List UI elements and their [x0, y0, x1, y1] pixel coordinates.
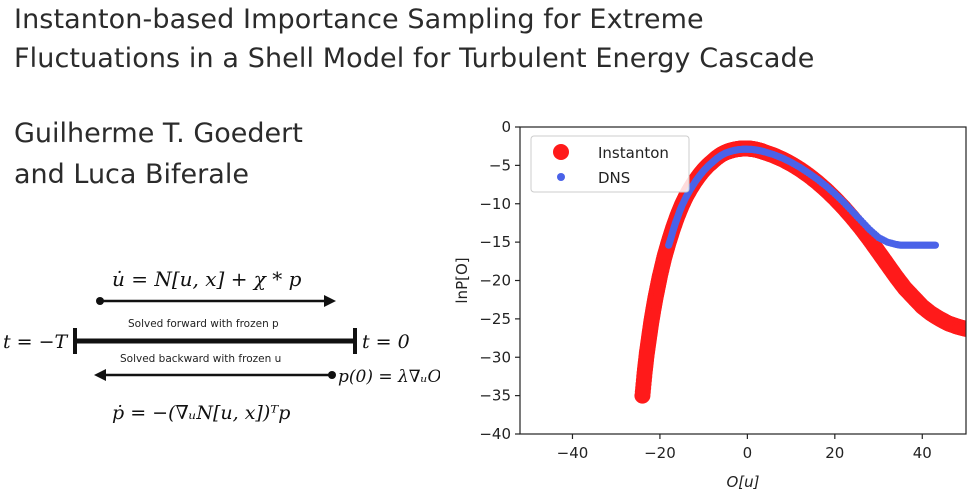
title-line-2: Fluctuations in a Shell Model for Turbul… — [14, 43, 815, 74]
instanton-point — [958, 320, 966, 337]
axes-layer: −40 −20 0 20 40 0 −5 −10 −15 −20 −25 −30 −35 −40 — [479, 118, 967, 462]
instanton-diagram: u̇ = N[u, x] + χ * p Solved forward with… — [3, 267, 440, 424]
paper-title: Instanton-based Importance Sampling for … — [14, 0, 914, 78]
plot-area — [634, 140, 966, 404]
y-tick-label: −20 — [479, 272, 511, 290]
forward-arrow — [96, 295, 336, 307]
x-tick-label: 0 — [743, 444, 753, 462]
series-layer — [634, 140, 966, 404]
backward-arrow — [94, 369, 336, 381]
y-tick-label: −15 — [479, 233, 511, 251]
backward-equation: ṗ = −(∇ᵤN[u, x])ᵀp — [112, 402, 290, 424]
x-tick-label: 40 — [913, 444, 932, 462]
x-tick-label: −20 — [644, 444, 676, 462]
forward-caption: Solved forward with frozen p — [128, 318, 279, 330]
y-tick-label: −40 — [479, 425, 511, 443]
dns-point — [931, 241, 939, 249]
left-time-label: t = −T — [3, 331, 69, 353]
x-axis-label: O[u] — [726, 473, 759, 491]
legend-instanton-label: Instanton — [598, 144, 669, 162]
legend-dns-label: DNS — [598, 169, 630, 187]
x-tick-label: −40 — [557, 444, 589, 462]
x-tick-label: 20 — [825, 444, 844, 462]
y-tick-label: −25 — [479, 310, 511, 328]
legend: Instanton DNS — [530, 135, 690, 193]
y-tick-label: −10 — [479, 195, 511, 213]
author-block: Guilherme T. Goedert and Luca Biferale — [14, 113, 434, 195]
timeline-bar — [73, 328, 357, 354]
legend-instanton-marker — [553, 144, 569, 160]
y-tick-label: −35 — [479, 387, 511, 405]
title-line-1: Instanton-based Importance Sampling for … — [14, 4, 704, 35]
final-condition: p(0) = λ∇ᵤO — [338, 367, 440, 387]
backward-caption: Solved backward with frozen u — [120, 353, 281, 365]
right-time-label: t = 0 — [362, 331, 410, 353]
forward-equation: u̇ = N[u, x] + χ * p — [112, 267, 302, 291]
author-line-1: Guilherme T. Goedert — [14, 118, 303, 149]
author-line-2: and Luca Biferale — [14, 159, 249, 190]
legend-box — [530, 135, 690, 193]
y-axis-label: lnP[O] — [453, 257, 471, 303]
y-tick-label: −30 — [479, 348, 511, 366]
y-tick-label: −5 — [489, 156, 511, 174]
y-tick-label: 0 — [501, 118, 511, 136]
legend-dns-marker — [557, 173, 565, 181]
series-dns — [665, 145, 939, 249]
